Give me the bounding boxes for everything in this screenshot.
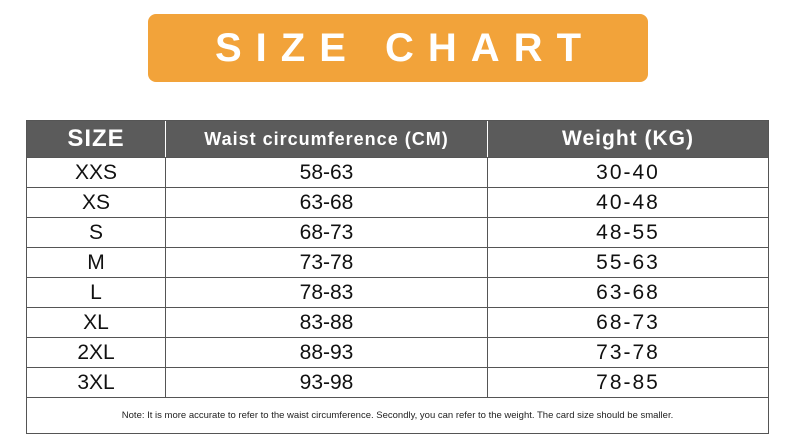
table-row: 3XL 93-98 78-85 bbox=[27, 368, 768, 398]
table-cell: 48-55 bbox=[596, 220, 660, 244]
table-cell: 73-78 bbox=[166, 248, 488, 277]
size-table: SIZE Waist circumference (CM) Weight (KG) … bbox=[26, 120, 769, 434]
header-cell: SIZE bbox=[27, 121, 166, 157]
title: SIZE CHART bbox=[148, 14, 648, 82]
table-cell: 40-48 bbox=[596, 190, 660, 214]
table-row: L 78-83 63-68 bbox=[27, 278, 768, 308]
table-cell: XL bbox=[27, 308, 166, 337]
table-cell: 68-73 bbox=[596, 310, 660, 334]
table-cell: 3XL bbox=[27, 368, 166, 397]
table-cell: 78-85 bbox=[596, 370, 660, 394]
table-row: M 73-78 55-63 bbox=[27, 248, 768, 278]
header-cell: Waist circumference (CM) bbox=[166, 121, 488, 157]
table-cell: 93-98 bbox=[166, 368, 488, 397]
table-cell: 68-73 bbox=[166, 218, 488, 247]
table-row: XXS 58-63 30-40 bbox=[27, 158, 768, 188]
table-cell: 73-78 bbox=[596, 340, 660, 364]
table-row: 2XL 88-93 73-78 bbox=[27, 338, 768, 368]
table-cell: 88-93 bbox=[166, 338, 488, 367]
table-cell: 30-40 bbox=[596, 160, 660, 184]
table-cell: L bbox=[27, 278, 166, 307]
table-body: XXS 58-63 30-40 XS 63-68 40-48 S 68-73 48-55 M 73-… bbox=[27, 158, 768, 398]
table-cell: 55-63 bbox=[596, 250, 660, 274]
table-cell: XXS bbox=[27, 158, 166, 187]
table-cell: 83-88 bbox=[166, 308, 488, 337]
table-cell: 63-68 bbox=[166, 188, 488, 217]
header-row: SIZE Waist circumference (CM) Weight (KG) bbox=[27, 121, 768, 158]
table-row: XS 63-68 40-48 bbox=[27, 188, 768, 218]
table-cell: XS bbox=[27, 188, 166, 217]
table-cell: 58-63 bbox=[166, 158, 488, 187]
table-cell: 63-68 bbox=[596, 280, 660, 304]
table-cell: 78-83 bbox=[166, 278, 488, 307]
table-cell: S bbox=[27, 218, 166, 247]
table-cell: 2XL bbox=[27, 338, 166, 367]
note: Note: It is more accurate to refer to th… bbox=[121, 410, 674, 421]
table-row: XL 83-88 68-73 bbox=[27, 308, 768, 338]
table-cell: M bbox=[27, 248, 166, 277]
table-row: S 68-73 48-55 bbox=[27, 218, 768, 248]
header-cell: Weight (KG) bbox=[562, 127, 694, 150]
